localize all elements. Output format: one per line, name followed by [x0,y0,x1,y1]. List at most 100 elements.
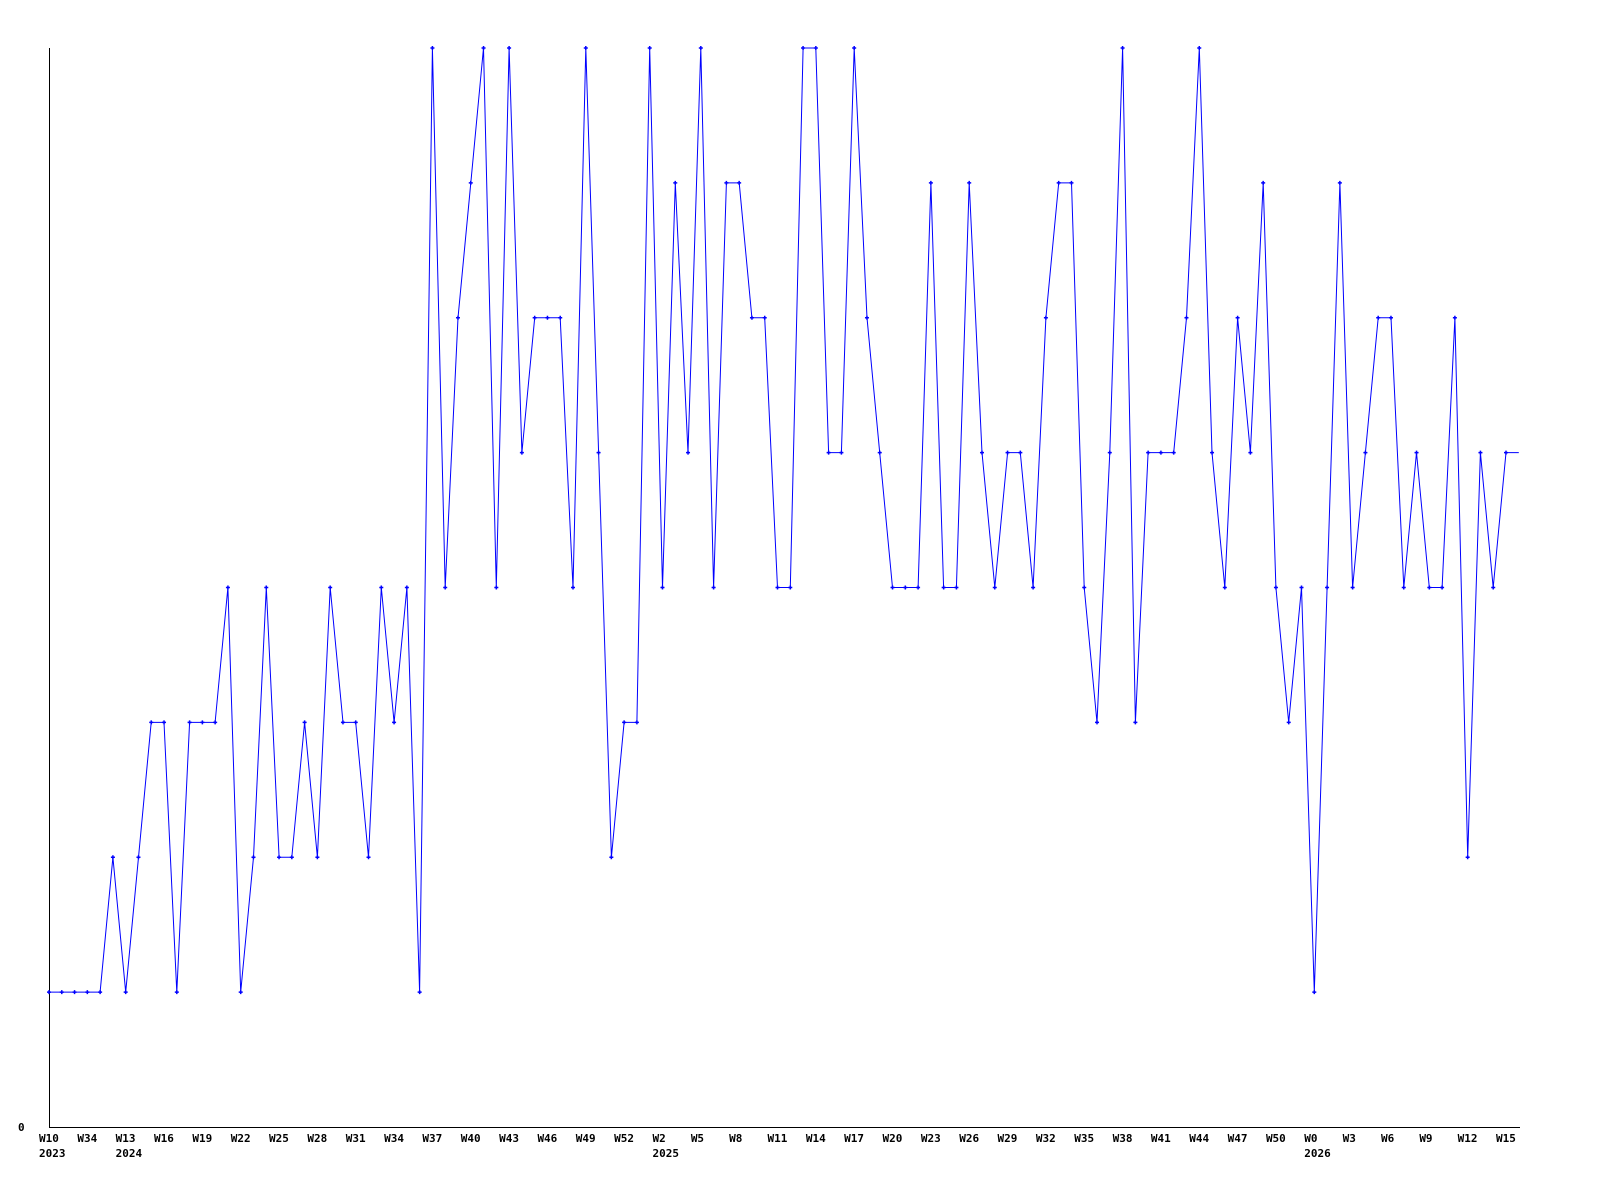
data-point [1376,315,1381,320]
x-tick-label: W52 [614,1132,634,1145]
data-point [302,720,307,725]
data-point [1056,180,1061,185]
y-tick-label: 0 [18,1121,25,1134]
data-point [59,990,64,995]
data-point [749,315,754,320]
x-tick-label: W25 [269,1132,289,1145]
data-point [200,720,205,725]
data-point [864,315,869,320]
x-tick-label: W2 [652,1132,665,1145]
data-point [392,720,397,725]
data-point [340,720,345,725]
data-point [1388,315,1393,320]
x-tick-label: W10 [39,1132,59,1145]
x-tick-label: W11 [768,1132,788,1145]
data-point [277,855,282,860]
data-point [251,855,256,860]
data-point [98,990,103,995]
data-point [775,585,780,590]
x-tick-label: W31 [346,1132,366,1145]
data-point [762,315,767,320]
data-point [660,585,665,590]
x-tick-label: W19 [192,1132,212,1145]
data-point [328,585,333,590]
data-point [634,720,639,725]
series-line [49,47,1519,993]
data-point [1452,315,1457,320]
data-point [417,990,422,995]
x-tick-label: W9 [1419,1132,1432,1145]
data-point [1286,720,1291,725]
x-tick-label: W46 [537,1132,557,1145]
data-point [1158,450,1163,455]
data-point [1325,585,1330,590]
data-point [839,450,844,455]
data-point [788,585,793,590]
data-point [979,450,984,455]
data-point [149,720,154,725]
data-point [366,855,371,860]
data-point [622,720,627,725]
x-tick-label: W6 [1381,1132,1395,1145]
data-point [136,855,141,860]
data-point [1133,720,1138,725]
data-point [801,46,806,50]
data-point [519,450,524,455]
data-point [596,450,601,455]
data-point [315,855,320,860]
data-point [1465,855,1470,860]
data-point [992,585,997,590]
data-point [187,720,192,725]
x-tick-label: W44 [1189,1132,1209,1145]
data-point [430,46,435,50]
data-point [1363,450,1368,455]
data-point [698,46,703,50]
x-year-label: 2023 [39,1147,66,1160]
data-point [1337,180,1342,185]
x-tick-label: W37 [422,1132,442,1145]
x-tick-label: W15 [1496,1132,1516,1145]
data-point [1082,585,1087,590]
data-point [85,990,90,995]
data-point [238,990,243,995]
x-year-label: 2026 [1304,1147,1331,1160]
data-point [1299,585,1304,590]
data-point [404,585,409,590]
data-point [1312,990,1317,995]
data-point [647,46,652,50]
data-point [686,450,691,455]
data-point [532,315,537,320]
x-tick-label: W3 [1343,1132,1356,1145]
data-point [213,720,218,725]
data-point [494,585,499,590]
data-point [1031,585,1036,590]
data-point [724,180,729,185]
x-tick-label: W8 [729,1132,742,1145]
x-tick-label: W47 [1228,1132,1248,1145]
data-point [1491,585,1496,590]
data-point [47,990,51,995]
data-point [1248,450,1253,455]
x-tick-label: W34 [384,1132,404,1145]
data-point [1504,450,1508,455]
x-tick-label: W26 [959,1132,979,1145]
x-tick-label: W28 [307,1132,327,1145]
data-point [110,855,115,860]
data-point [673,180,678,185]
data-point [379,585,384,590]
x-tick-label: W43 [499,1132,519,1145]
series-markers [47,46,1508,995]
x-tick-label: W32 [1036,1132,1056,1145]
data-point [481,46,486,50]
x-year-label: 2024 [116,1147,143,1160]
data-point [711,585,716,590]
data-point [813,46,818,50]
data-point [174,990,179,995]
data-point [1273,585,1278,590]
x-tick-label: W14 [806,1132,826,1145]
data-point [928,180,933,185]
data-point [826,450,831,455]
x-tick-label: W38 [1113,1132,1133,1145]
data-point [1478,450,1483,455]
